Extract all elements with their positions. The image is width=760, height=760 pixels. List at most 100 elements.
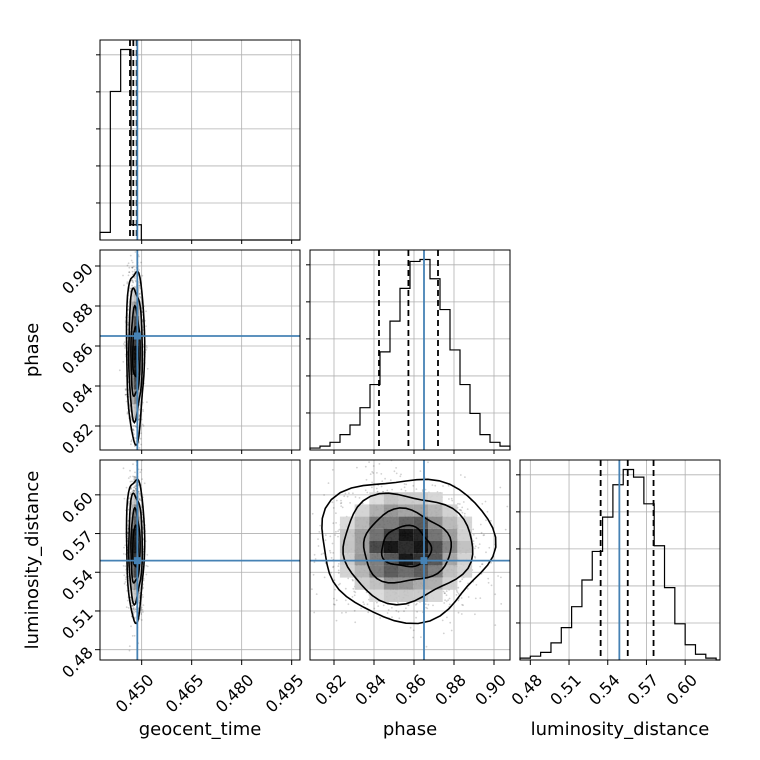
sample-point [356, 466, 358, 469]
sample-point [130, 440, 133, 443]
sample-point [131, 270, 134, 273]
sample-point [360, 607, 362, 610]
sample-point [460, 509, 463, 512]
sample-point [127, 607, 130, 609]
sample-point [131, 279, 134, 281]
sample-point [490, 584, 493, 587]
sample-point [391, 488, 393, 491]
sample-point [124, 565, 127, 568]
sample-point [128, 271, 131, 274]
sample-point [133, 611, 135, 614]
sample-point [133, 634, 136, 637]
sample-point [125, 393, 127, 396]
sample-point [141, 478, 144, 480]
sample-point [133, 433, 135, 435]
sample-point [335, 512, 337, 515]
sample-point [139, 295, 141, 298]
sample-point [340, 499, 342, 502]
sample-point [400, 488, 403, 491]
sample-point [490, 519, 492, 522]
sample-point [132, 475, 134, 478]
sample-point [145, 564, 148, 567]
sample-point [425, 645, 428, 648]
sample-point [337, 572, 340, 574]
sample-point [504, 528, 507, 531]
density-cell [131, 375, 135, 390]
sample-point [133, 489, 136, 492]
sample-point [443, 602, 446, 604]
sample-point [315, 593, 318, 595]
sample-point [128, 497, 131, 499]
sample-point [129, 290, 132, 292]
sample-point [474, 547, 476, 550]
sample-point [334, 534, 337, 536]
sample-point [128, 266, 131, 269]
sample-point [494, 624, 497, 626]
sample-point [445, 590, 448, 592]
density-cell [131, 404, 135, 420]
sample-point [381, 480, 384, 483]
sample-point [132, 429, 135, 432]
sample-point [500, 576, 502, 579]
sample-point [139, 404, 141, 406]
sample-point [118, 369, 121, 372]
sample-point [130, 439, 133, 441]
sample-point [474, 545, 477, 548]
sample-point [128, 271, 131, 274]
sample-point [459, 474, 462, 476]
sample-point [124, 389, 127, 392]
sample-point [126, 412, 129, 415]
sample-point [127, 501, 130, 504]
density-cell [129, 360, 132, 375]
sample-point [134, 475, 137, 478]
sample-point [131, 261, 134, 264]
sample-point [466, 508, 469, 510]
sample-point [140, 468, 143, 471]
density-cell [129, 316, 132, 331]
sample-point [146, 565, 149, 568]
sample-point [140, 432, 142, 435]
sample-point [335, 530, 337, 533]
sample-point [126, 282, 129, 285]
sample-point [139, 471, 142, 474]
sample-point [337, 565, 340, 567]
sample-point [131, 480, 133, 483]
sample-point [382, 604, 385, 607]
sample-point [317, 545, 320, 547]
sample-point [485, 551, 487, 554]
sample-point [373, 607, 376, 610]
sample-point [134, 471, 136, 474]
sample-point [335, 499, 338, 502]
sample-point [126, 599, 129, 602]
sample-point [403, 483, 406, 485]
sample-point [139, 293, 142, 295]
sample-point [122, 553, 125, 555]
sample-point [133, 490, 135, 493]
truth-marker [133, 332, 141, 340]
sample-point [347, 603, 350, 606]
sample-point [407, 604, 409, 606]
sample-point [463, 512, 466, 515]
sample-point [442, 485, 444, 487]
sample-point [124, 344, 127, 347]
sample-point [134, 277, 137, 280]
sample-point [313, 611, 316, 614]
sample-point [472, 540, 475, 542]
sample-point [442, 590, 445, 593]
sample-point [494, 593, 497, 596]
sample-point [128, 645, 131, 648]
sample-point [134, 608, 137, 610]
sample-point [132, 265, 135, 268]
density-cell [129, 375, 132, 390]
sample-point [122, 274, 124, 277]
sample-point [132, 281, 135, 284]
sample-point [478, 543, 481, 545]
sample-point [499, 486, 502, 489]
sample-point [416, 610, 418, 613]
sample-point [141, 274, 144, 277]
sample-point [134, 425, 136, 427]
density-cell [134, 316, 137, 331]
sample-point [431, 484, 434, 486]
sample-point [140, 619, 143, 621]
sample-point [132, 489, 135, 491]
